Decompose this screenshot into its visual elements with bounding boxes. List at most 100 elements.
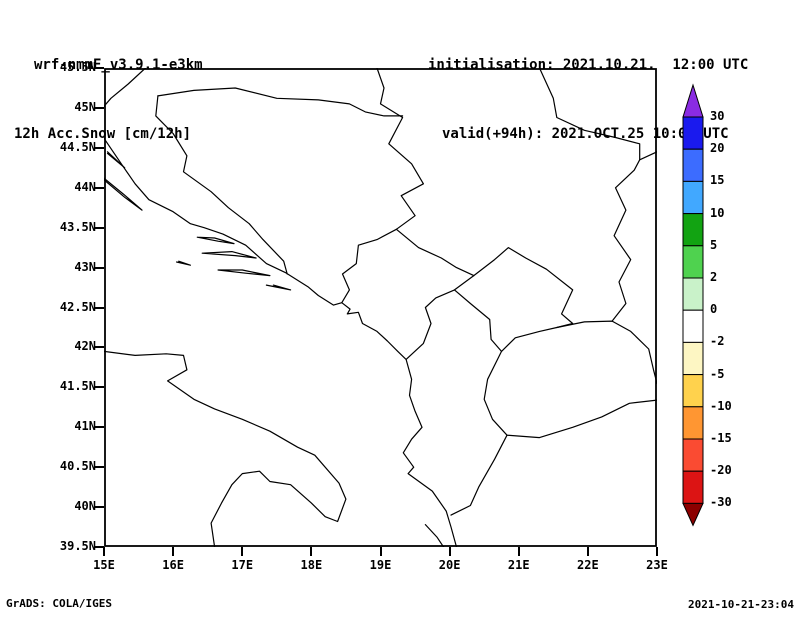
lon-tick — [517, 547, 520, 556]
outline-island_corfu — [424, 524, 445, 547]
lat-tick — [95, 306, 104, 309]
colorbar-label: -15 — [710, 431, 732, 445]
lon-tick — [379, 547, 382, 556]
lon-tick-label: 15E — [93, 558, 115, 572]
colorbar-segment — [682, 374, 704, 408]
outline-island_korcula — [217, 269, 271, 277]
lat-tick-label: 39.5N — [59, 539, 96, 553]
outline-kosovo_outline — [453, 247, 574, 352]
colorbar-segment — [682, 213, 704, 247]
lon-tick-label: 20E — [438, 558, 461, 572]
outline-croatia_slovenia — [104, 68, 147, 107]
lat-tick-label: 43N — [74, 259, 96, 274]
colorbar-label: 15 — [710, 173, 725, 188]
outline-island_vis — [175, 260, 192, 266]
lon-tick — [656, 547, 658, 556]
outline-sava_border — [157, 87, 404, 117]
outline-macedonia_north_east — [556, 320, 657, 384]
lat-tick-label: 44.5N — [59, 139, 96, 154]
outline-greece_albania — [450, 434, 508, 516]
outline-greece_macedonia — [506, 399, 657, 439]
colorbar-label: 0 — [710, 302, 718, 317]
lat-tick — [95, 266, 104, 269]
outline-montenegro_albania — [405, 275, 475, 360]
colorbar-label: 2 — [710, 270, 718, 284]
colorbar-segment — [682, 180, 704, 215]
lat-tick-label: 41N — [74, 419, 96, 434]
lon-tick-label: 17E — [231, 558, 254, 572]
lat-tick-label: 40.5N — [59, 459, 96, 474]
outline-italy_coast — [104, 350, 347, 547]
lat-tick-label: 45N — [74, 99, 96, 114]
outline-albania_macedonia — [483, 350, 508, 436]
colorbar-segment — [682, 245, 704, 279]
colorbar-label: 5 — [710, 237, 718, 252]
lon-tick-label: 22E — [577, 558, 599, 572]
outline-bosnia_west_border — [155, 95, 288, 275]
lat-tick-label: 41.5N — [59, 379, 96, 394]
lon-tick — [241, 547, 244, 556]
outline-island_hvar — [201, 251, 257, 259]
lon-tick — [172, 547, 175, 556]
outline-bosnia_montenegro — [341, 228, 397, 304]
lat-tick — [95, 386, 104, 389]
colorbar-label: -10 — [710, 398, 732, 413]
lon-tick-label: 19E — [369, 558, 392, 572]
colorbar-segment — [682, 148, 704, 182]
outline-coast_east_adriatic — [104, 137, 458, 547]
colorbar-label: 20 — [710, 141, 725, 156]
lat-tick — [95, 146, 104, 149]
lon-tick-label: 23E — [646, 558, 668, 572]
product-title: 12h Acc.Snow [cm/12h] — [14, 126, 192, 142]
outline-serbia_montenegro — [395, 228, 475, 277]
lat-tick-label: 45.5N — [59, 60, 96, 74]
lat-tick-label: 42.5N — [59, 299, 96, 314]
colorbar-label: 10 — [710, 205, 725, 220]
outline-island_mljet — [265, 284, 292, 291]
lat-tick — [95, 506, 104, 509]
lat-tick — [95, 426, 104, 429]
lat-tick-label: 44N — [74, 179, 96, 194]
lon-tick — [103, 547, 105, 556]
lon-tick-label: 21E — [507, 558, 530, 572]
lat-tick — [95, 67, 104, 69]
colorbar-arrow-top — [682, 83, 704, 118]
lon-tick — [586, 547, 589, 556]
lon-tick — [310, 547, 313, 556]
outline-danube_romania — [538, 68, 641, 161]
colorbar-label: 30 — [710, 109, 725, 123]
grads-credit: GrADS: COLA/IGES — [6, 597, 112, 610]
balkans-map — [104, 68, 657, 547]
lat-tick — [95, 346, 104, 349]
outline-island_pag — [106, 151, 126, 169]
creation-timestamp: 2021-10-21-23:04 — [688, 598, 794, 611]
header-left: wrf-nmmE_v3.9.1-e3km 12h Acc.Snow [cm/12… — [14, 8, 203, 192]
colorbar-segment — [682, 277, 704, 311]
outline-island_brac — [196, 236, 235, 245]
colorbar-segment — [682, 438, 704, 472]
colorbar-segment — [682, 309, 704, 343]
lat-tick — [95, 186, 104, 189]
lat-tick — [95, 546, 104, 548]
lat-tick-label: 43.5N — [59, 219, 96, 234]
colorbar-segment — [682, 406, 704, 440]
lon-tick-label: 16E — [162, 558, 184, 572]
lat-tick — [95, 466, 104, 469]
lat-tick-label: 40N — [74, 499, 96, 514]
outline-island_dugi_otok — [104, 177, 143, 211]
colorbar-label: -30 — [710, 495, 732, 510]
colorbar-segment — [682, 470, 704, 504]
colorbar — [682, 83, 704, 527]
colorbar-label: -20 — [710, 463, 732, 478]
colorbar-arrow-bottom — [682, 502, 704, 527]
plot-frame — [104, 68, 657, 547]
lat-tick-label: 42N — [74, 339, 96, 354]
colorbar-segment — [682, 116, 704, 150]
lon-tick-label: 18E — [300, 558, 323, 572]
colorbar-label: -5 — [710, 366, 725, 381]
lat-tick — [95, 106, 104, 109]
outline-serbia_bulgaria — [611, 151, 657, 322]
lon-tick — [448, 547, 451, 556]
colorbar-label: -2 — [710, 334, 725, 349]
